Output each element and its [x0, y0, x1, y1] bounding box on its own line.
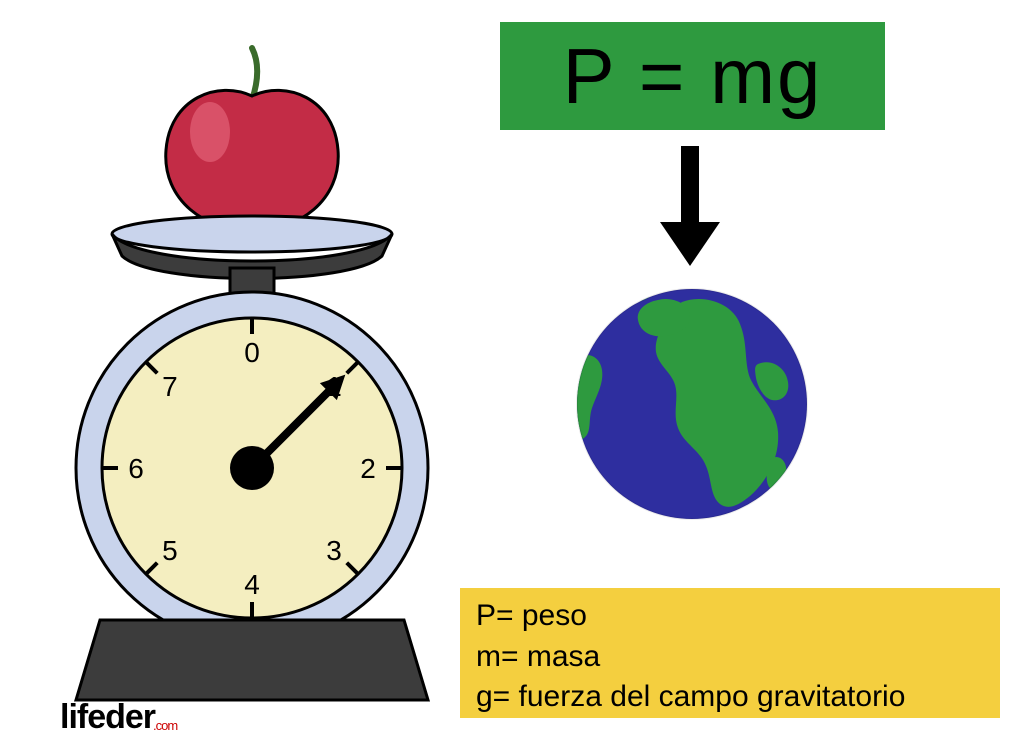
svg-text:5: 5 — [162, 535, 178, 566]
svg-text:6: 6 — [128, 453, 144, 484]
svg-text:3: 3 — [326, 535, 342, 566]
legend-box: P= peso m= masa g= fuerza del campo grav… — [460, 588, 1000, 718]
logo-main: lifeder — [60, 698, 155, 736]
down-arrow — [630, 136, 750, 276]
scale-tray — [112, 216, 392, 298]
svg-text:4: 4 — [244, 569, 260, 600]
weighing-scale: 01234567 — [30, 20, 460, 720]
formula-text: P = mg — [563, 31, 823, 122]
svg-text:7: 7 — [162, 371, 178, 402]
site-logo: lifeder.com — [60, 698, 177, 737]
earth-globe — [562, 274, 822, 534]
scale-base — [76, 620, 428, 700]
formula-box: P = mg — [500, 22, 885, 130]
apple — [166, 48, 339, 230]
legend-line-m: m= masa — [476, 637, 984, 678]
legend-line-g: g= fuerza del campo gravitatorio — [476, 677, 984, 718]
logo-suffix: .com — [153, 718, 177, 733]
svg-text:0: 0 — [244, 337, 260, 368]
svg-text:2: 2 — [360, 453, 376, 484]
legend-line-p: P= peso — [476, 596, 984, 637]
